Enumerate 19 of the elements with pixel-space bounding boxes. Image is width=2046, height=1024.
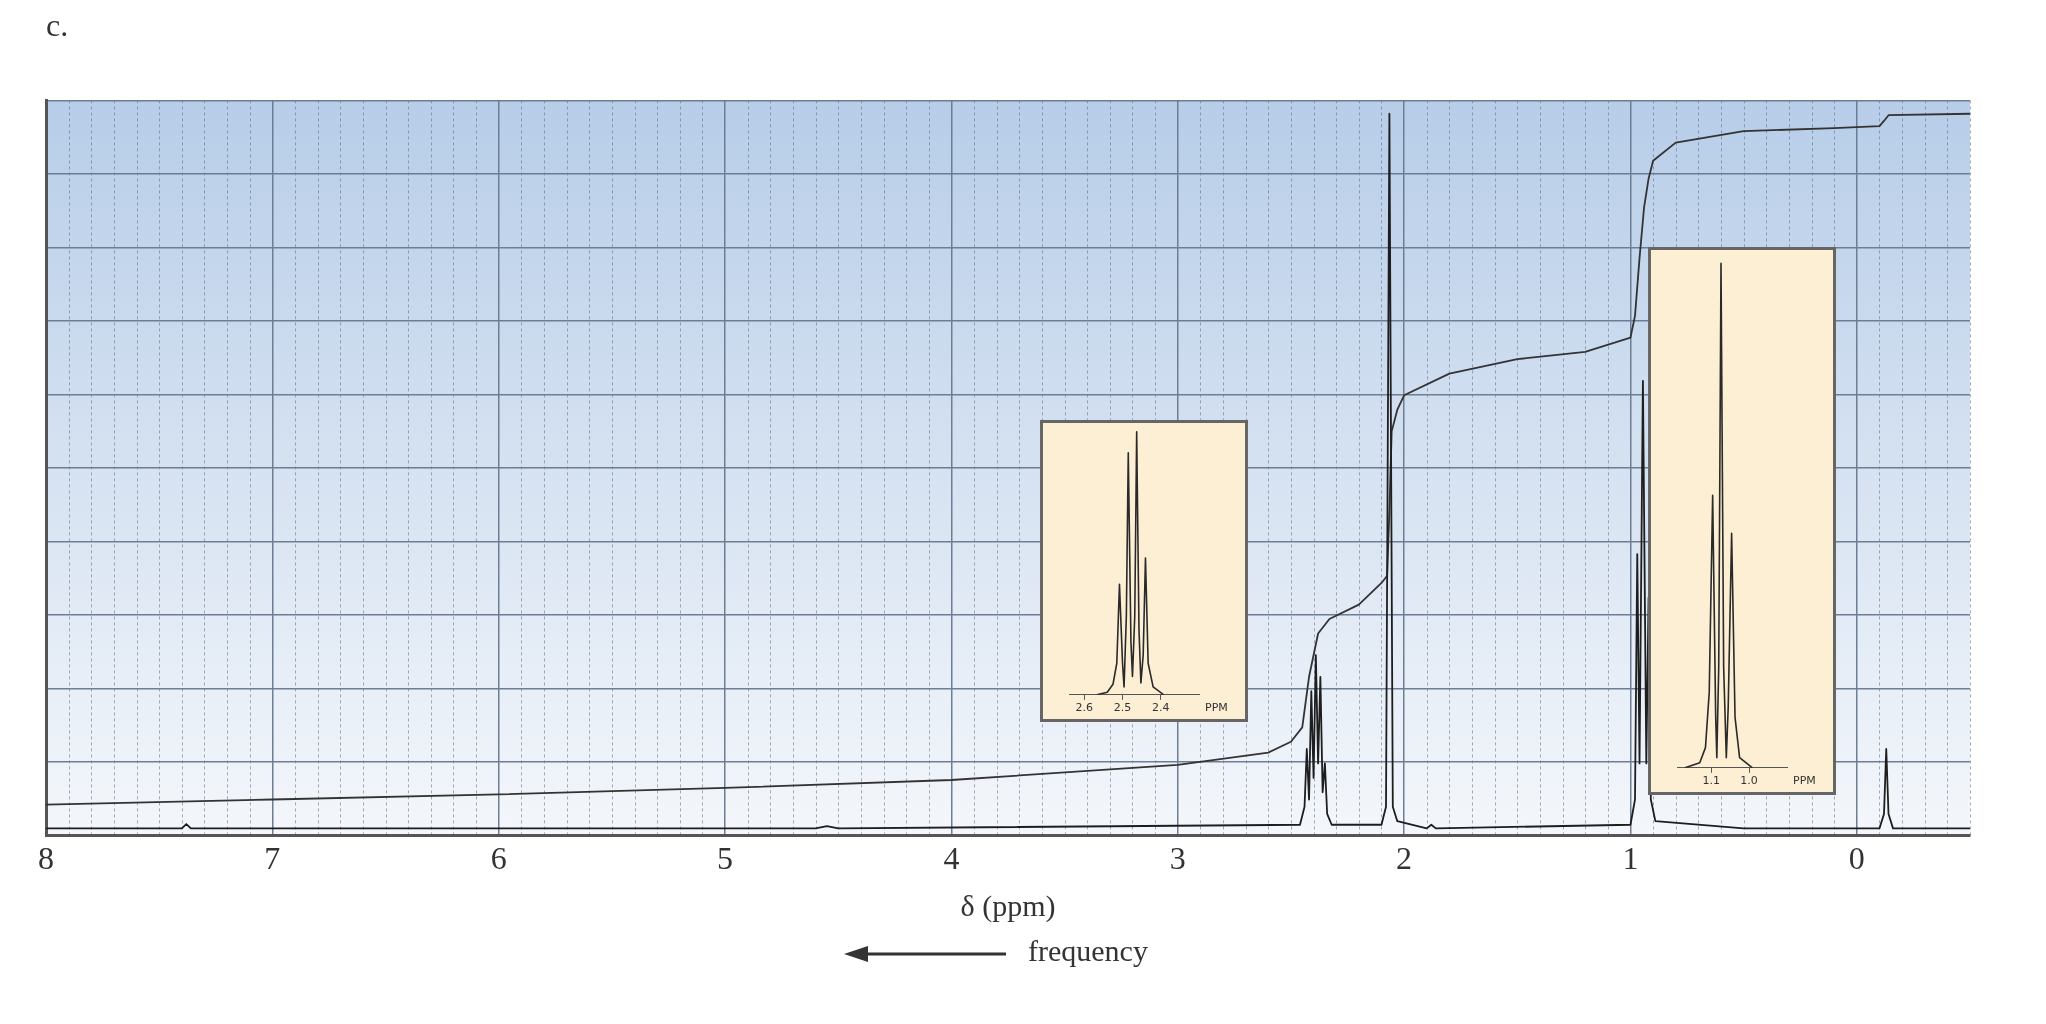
x-axis-title: PPM	[1205, 701, 1228, 715]
x-tick-label: 5	[717, 840, 734, 877]
x-axis-title: δ (ppm)	[960, 888, 1056, 923]
x-tick-label: 1	[1622, 840, 1639, 877]
x-tick-label: 6	[490, 840, 507, 877]
x-tick-label: 7	[264, 840, 281, 877]
text: frequency	[1028, 934, 1148, 968]
x-axis-title: PPM	[1793, 774, 1816, 788]
x-tick-label: 3	[1169, 840, 1186, 877]
chart-title: c.	[46, 6, 69, 43]
x-tick-label: 1.1	[1702, 774, 1720, 788]
x-tick-label: 8	[38, 840, 54, 877]
x-tick-label: 4	[943, 840, 960, 877]
x-tick-label: 0	[1848, 840, 1865, 877]
x-tick-label: 1.0	[1740, 774, 1758, 788]
x-tick-label: 2.5	[1113, 701, 1132, 715]
x-tick-label: 2.4	[1152, 701, 1170, 715]
x-tick-label: 2	[1396, 840, 1413, 877]
x-tick-label: 2.6	[1075, 701, 1094, 715]
